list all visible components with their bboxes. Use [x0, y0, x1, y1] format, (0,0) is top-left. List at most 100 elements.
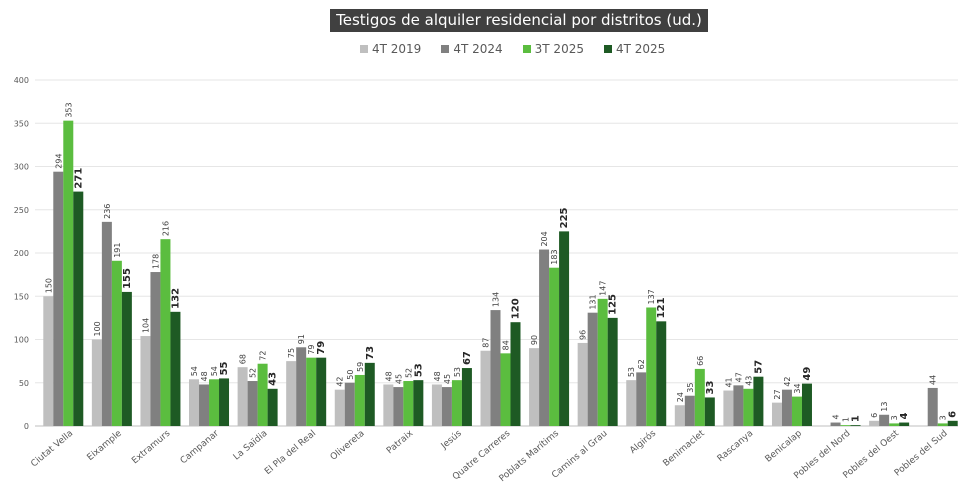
bar: [247, 381, 258, 426]
bar-value-label: 134: [492, 292, 501, 307]
bar: [559, 231, 570, 426]
y-tick-label: 400: [14, 76, 29, 85]
x-tick-label: Extramurs: [130, 428, 172, 466]
bar-value-label: 54: [190, 366, 199, 376]
bar-value-label: 84: [502, 340, 511, 350]
bar-value-label: 147: [599, 281, 608, 296]
bar-value-label: 294: [54, 153, 63, 168]
bar: [587, 312, 598, 426]
x-tick-label: Jesús: [439, 428, 464, 451]
bar-value-label: 55: [219, 361, 230, 375]
bar: [189, 379, 200, 426]
bar-value-label: 1: [842, 417, 851, 422]
legend-swatch: [441, 45, 450, 53]
bar-value-label: 137: [647, 289, 656, 304]
legend-swatch: [603, 45, 612, 53]
bar: [723, 390, 734, 426]
x-tick-label: Benicalap: [764, 428, 804, 464]
x-tick-label: Ciutat Vella: [29, 429, 75, 470]
bar-value-label: 27: [773, 389, 782, 399]
bar-value-label: 120: [511, 298, 522, 319]
x-tick-label: Algirós: [628, 428, 659, 456]
bar-value-label: 131: [589, 294, 598, 309]
legend-item: 4T 2019: [360, 41, 421, 57]
bar-value-label: 62: [637, 359, 646, 369]
bar-value-label: 48: [200, 371, 209, 381]
legend-label: 4T 2025: [615, 42, 666, 56]
bar-value-label: 41: [724, 377, 733, 387]
bar-value-label: 216: [161, 221, 170, 236]
bar: [646, 307, 657, 426]
bar: [286, 361, 297, 426]
bar: [791, 396, 802, 426]
bar: [704, 397, 715, 426]
bar-value-label: 52: [249, 368, 258, 378]
bar: [529, 348, 540, 426]
bar: [889, 423, 900, 426]
bar-value-label: 57: [753, 360, 764, 374]
y-tick-label: 50: [19, 379, 29, 388]
bar-value-label: 35: [686, 383, 695, 393]
legend-item: 4T 2025: [603, 41, 666, 57]
bar-value-label: 75: [287, 348, 296, 358]
x-tick-label: El Pla del Real: [263, 429, 318, 477]
bar: [684, 395, 695, 426]
x-tick-label: Olivereta: [329, 429, 367, 463]
bar: [403, 381, 414, 426]
chart-title: Testigos de alquiler residencial por dis…: [330, 9, 708, 32]
bar: [101, 221, 112, 426]
bar-value-label: 183: [550, 249, 559, 264]
bar-value-label: 66: [696, 356, 705, 366]
bar: [577, 342, 588, 426]
bar: [694, 368, 705, 426]
bar-value-label: 271: [73, 168, 84, 189]
bar-value-label: 72: [259, 351, 268, 361]
bar-value-label: 121: [656, 297, 667, 318]
bar: [781, 389, 792, 426]
bar-value-label: 100: [93, 321, 102, 336]
bar-value-label: 204: [540, 231, 549, 246]
bar-value-label: 236: [103, 204, 112, 219]
x-tick-label: Eixample: [86, 428, 125, 463]
bar: [413, 380, 424, 426]
bar-value-label: 53: [627, 367, 636, 377]
bar: [111, 260, 122, 426]
bar-value-label: 79: [307, 344, 316, 354]
bar: [344, 382, 355, 426]
bar-value-label: 43: [744, 376, 753, 386]
bar: [927, 387, 938, 426]
bar-value-label: 67: [462, 351, 473, 365]
bar: [160, 239, 171, 426]
bar: [733, 385, 744, 426]
bar-value-label: 1: [851, 415, 862, 422]
bar: [771, 402, 782, 426]
bar-value-label: 225: [559, 207, 570, 228]
bar: [937, 423, 948, 426]
y-tick-label: 150: [14, 292, 29, 301]
bar-value-label: 53: [413, 363, 424, 377]
bar-value-label: 4: [832, 414, 841, 419]
bar-value-label: 6: [870, 413, 879, 418]
bar: [743, 388, 754, 426]
bar-value-label: 4: [899, 413, 910, 420]
bar: [296, 347, 307, 426]
legend-swatch: [522, 45, 531, 53]
bar-value-label: 90: [530, 335, 539, 345]
legend-label: 4T 2019: [372, 42, 422, 56]
bar-value-label: 96: [579, 330, 588, 340]
bar-value-label: 24: [676, 392, 685, 402]
bar: [431, 384, 442, 426]
bar-value-label: 3: [890, 415, 899, 420]
bar-value-label: 125: [608, 294, 619, 315]
legend-label: 3T 2025: [534, 42, 584, 56]
bar: [480, 350, 491, 426]
bar: [801, 383, 812, 426]
bar: [656, 321, 667, 426]
bar-value-label: 68: [239, 354, 248, 364]
y-tick-label: 250: [14, 206, 29, 215]
bar-value-label: 132: [170, 288, 181, 309]
bar: [257, 363, 268, 426]
chart-legend: 4T 2019 4T 2024 3T 2025 4T 2025: [360, 41, 685, 57]
bar: [199, 384, 210, 426]
